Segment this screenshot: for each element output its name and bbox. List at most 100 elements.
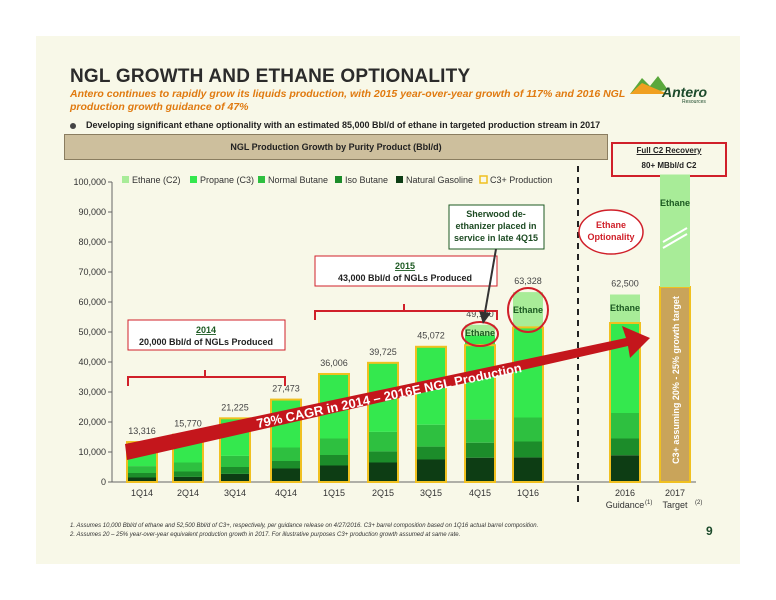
legend-swatch — [335, 176, 342, 183]
bar-segment — [319, 455, 349, 466]
y-tick-label: 20,000 — [78, 417, 106, 427]
callout-2015-box — [314, 255, 498, 287]
bar-c3-outline — [512, 326, 544, 483]
bar-c3-outline — [609, 322, 641, 483]
logo-subtext: Resources — [682, 99, 706, 105]
page-number: 9 — [706, 524, 713, 538]
bar-segment — [513, 441, 543, 458]
bar-segment — [465, 442, 495, 458]
page-title: NGL GROWTH AND ETHANE OPTIONALITY — [70, 66, 471, 87]
x-tick-label: 3Q14 — [224, 488, 246, 498]
x-tick-superscript: (1) — [645, 500, 652, 506]
bar-segment — [610, 413, 640, 439]
ethane-segment-label: Ethane — [610, 303, 640, 313]
bar-total-label: 36,006 — [320, 358, 348, 368]
bar-c3-outline — [415, 345, 447, 483]
axis-break-mark — [662, 233, 688, 249]
bar-c3-outline — [270, 398, 302, 483]
bullet-point: Developing significant ethane optionalit… — [70, 120, 600, 130]
bar-segment — [465, 457, 495, 482]
bar-segment — [416, 459, 446, 482]
bar-c3-outline — [318, 372, 350, 483]
y-tick-label: 90,000 — [78, 207, 106, 217]
bar-segment — [127, 473, 157, 478]
callout-2014-text: 20,000 Bbl/d of NGLs Produced — [139, 337, 273, 347]
bar-segment — [368, 431, 398, 452]
bar-segment — [513, 457, 543, 482]
bar-segment — [127, 466, 157, 473]
bar-total-label: 45,072 — [417, 331, 445, 341]
bar-segment — [513, 292, 543, 328]
callout-2015-text: 43,000 Bbl/d of NGLs Produced — [338, 273, 472, 283]
callout-2014-year: 2014 — [196, 325, 216, 335]
ethane-segment-label: Ethane — [660, 198, 690, 208]
legend-swatch — [479, 175, 488, 184]
y-tick-label: 70,000 — [78, 267, 106, 277]
legend-swatch — [396, 176, 403, 183]
legend-label: C3+ Production — [490, 175, 552, 185]
chart-banner: NGL Production Growth by Purity Product … — [64, 134, 608, 160]
x-tick-label: 3Q15 — [420, 488, 442, 498]
y-tick-label: 0 — [101, 477, 106, 487]
bar-total-label: 63,328 — [514, 276, 542, 286]
legend-label: Iso Butane — [345, 175, 388, 185]
x-tick-label: Guidance — [606, 500, 645, 510]
bar-segment — [610, 294, 640, 323]
bar-segment — [416, 446, 446, 460]
bar-segment — [416, 424, 446, 447]
bar-segment — [513, 327, 543, 418]
bullet-dot-icon — [70, 122, 76, 129]
bar-total-label: 27,473 — [272, 384, 300, 394]
bar-segment — [271, 461, 301, 469]
bar-segment — [465, 419, 495, 443]
legend-swatch — [122, 176, 129, 183]
bar-segment-ethane — [660, 174, 690, 287]
bar-segment — [127, 477, 157, 482]
x-tick-label: 4Q14 — [275, 488, 297, 498]
bar-segment — [610, 455, 640, 482]
bar-segment — [173, 471, 203, 477]
legend-label: Propane (C3) — [200, 175, 254, 185]
x-tick-label: 4Q15 — [469, 488, 491, 498]
logo-text: Antero — [662, 84, 708, 100]
bar-total-label: 62,500 — [611, 279, 639, 289]
legend-label: Normal Butane — [268, 175, 328, 185]
bracket-2015 — [314, 310, 498, 320]
x-tick-label: 1Q15 — [323, 488, 345, 498]
page-subtitle: Antero continues to rapidly grow its liq… — [70, 88, 626, 113]
callout-2015-year: 2015 — [395, 261, 415, 271]
legend-label: Ethane (C2) — [132, 175, 181, 185]
y-tick-label: 60,000 — [78, 297, 106, 307]
bar-total-label: 39,725 — [369, 347, 397, 357]
x-tick-superscript: (2) — [695, 500, 702, 506]
ethane-segment-label: Ethane — [465, 328, 495, 338]
axis-break-mark — [662, 227, 688, 243]
footnote-1: 1. Assumes 10,000 Bbl/d of ethane and 52… — [70, 523, 539, 529]
recovery-title: Full C2 Recovery — [636, 146, 702, 155]
sherwood-arrow — [479, 248, 497, 324]
ethane-optionality-text: Optionality — [588, 232, 635, 242]
sherwood-callout-text: Sherwood de- — [466, 209, 526, 219]
ethane-segment-label: Ethane — [513, 305, 543, 315]
x-tick-label: 2Q14 — [177, 488, 199, 498]
y-tick-label: 50,000 — [78, 327, 106, 337]
y-tick-label: 10,000 — [78, 447, 106, 457]
bar-total-label: 13,316 — [128, 426, 156, 436]
ethane-optionality-text: Ethane — [596, 220, 626, 230]
bar-c3-outline — [367, 361, 399, 484]
bar-segment — [220, 473, 250, 482]
bar-segment — [220, 467, 250, 474]
bar-segment — [271, 468, 301, 482]
bar-segment — [319, 438, 349, 455]
y-tick-label: 80,000 — [78, 237, 106, 247]
x-tick-label: 2016 — [615, 488, 635, 498]
bar-segment — [319, 465, 349, 482]
bracket-2014 — [127, 376, 286, 386]
bar-c3-outline — [219, 417, 251, 484]
x-tick-label: 2Q15 — [372, 488, 394, 498]
footnotes: 1. Assumes 10,000 Bbl/d of ethane and 52… — [70, 522, 538, 540]
bar-total-label: 15,770 — [174, 419, 202, 429]
x-tick-label: 1Q16 — [517, 488, 539, 498]
bar-segment — [368, 451, 398, 463]
sherwood-callout-box — [448, 204, 545, 250]
